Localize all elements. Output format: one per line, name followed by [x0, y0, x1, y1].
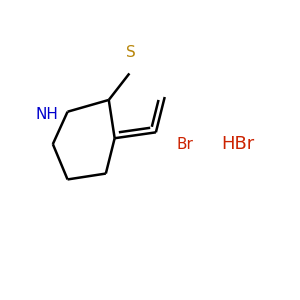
Text: Br: Br — [176, 136, 194, 152]
Text: S: S — [126, 45, 136, 60]
Text: HBr: HBr — [222, 135, 255, 153]
Text: NH: NH — [36, 107, 59, 122]
